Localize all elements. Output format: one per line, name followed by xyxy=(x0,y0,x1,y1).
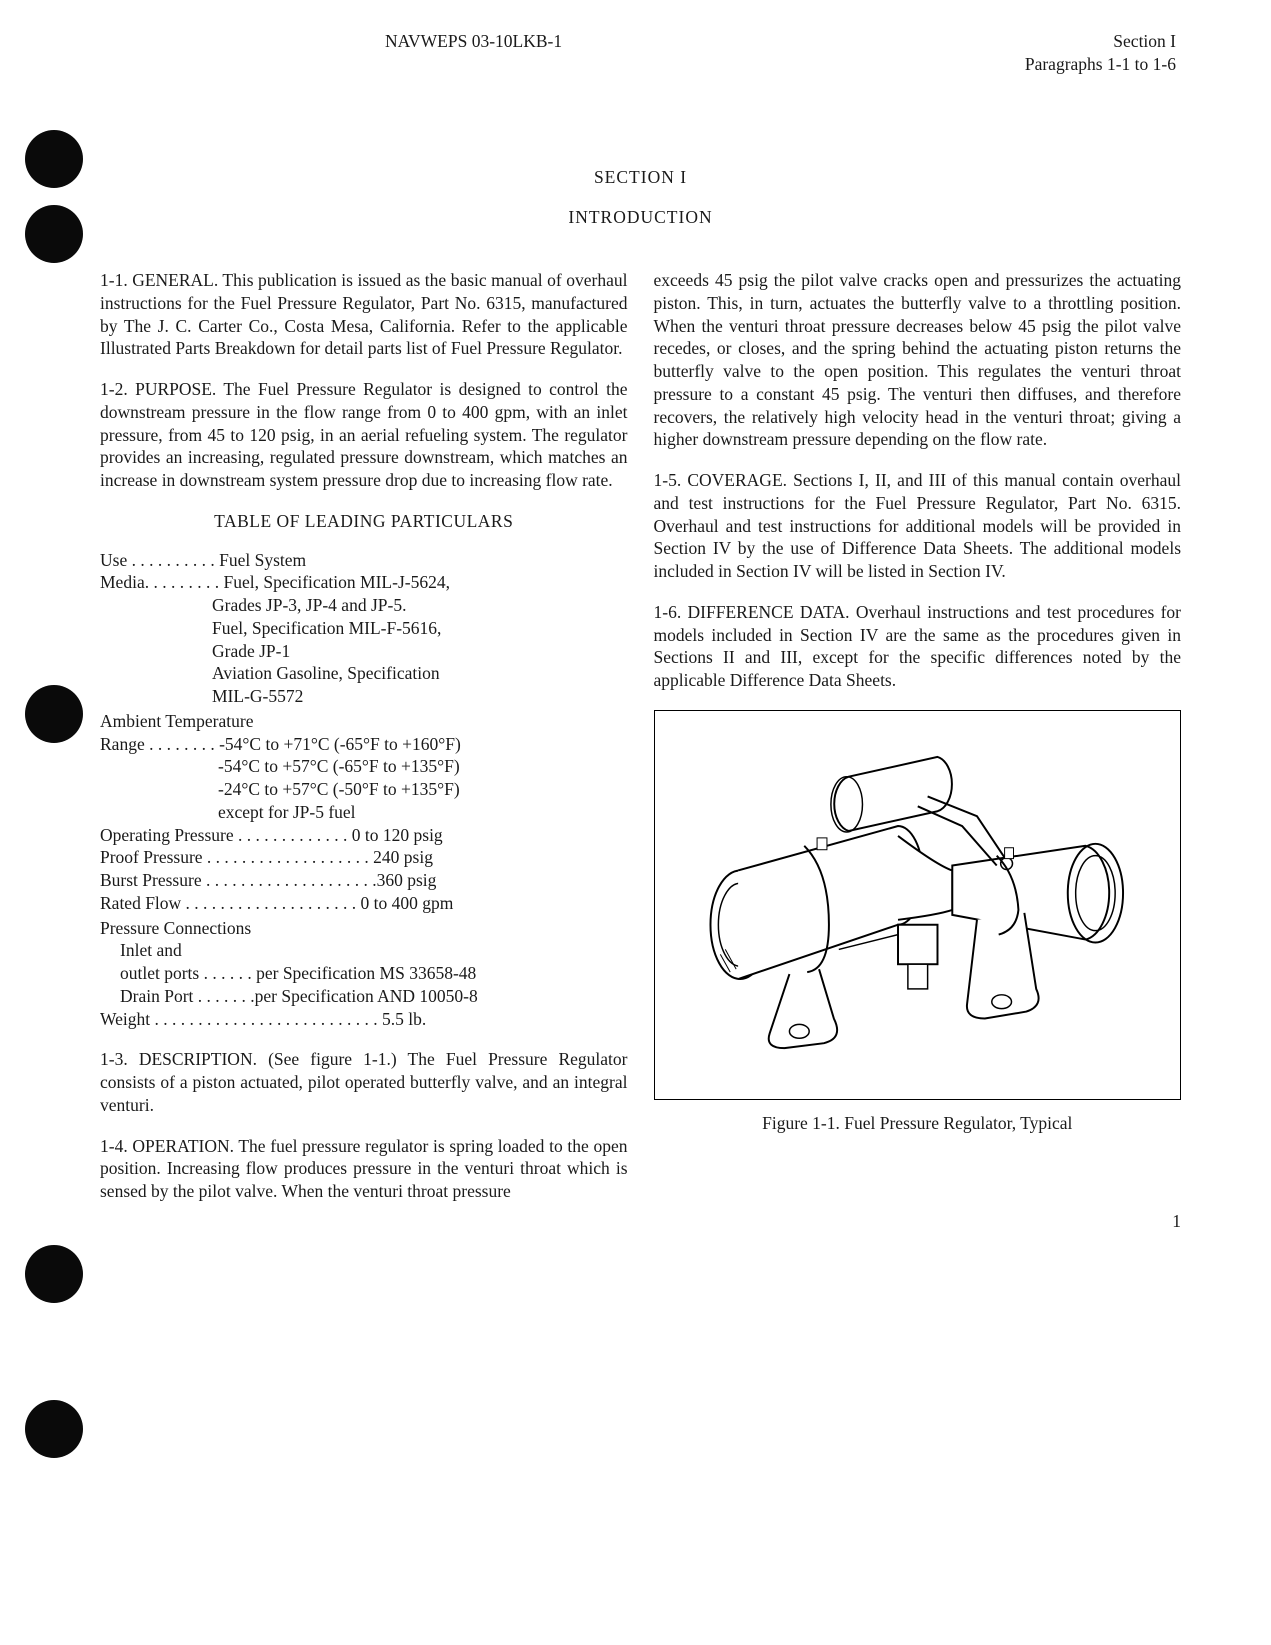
spec-use: Use . . . . . . . . . . Fuel System xyxy=(100,549,628,572)
spec-media-line4: Grade JP-1 xyxy=(100,640,628,663)
spec-burst: Burst Pressure . . . . . . . . . . . . .… xyxy=(100,869,628,892)
spec-ambient-label: Ambient Temperature xyxy=(100,710,628,733)
header-publication: NAVWEPS 03-10LKB-1 xyxy=(385,30,562,76)
binder-hole xyxy=(25,1400,83,1458)
spec-range-label: Range xyxy=(100,734,145,754)
spec-range-line2: -54°C to +57°C (-65°F to +135°F) xyxy=(100,755,628,778)
content-columns: 1-1. GENERAL. This publication is issued… xyxy=(100,269,1181,1203)
spec-media-label: Media xyxy=(100,572,145,592)
spec-range: Range . . . . . . . . -54°C to +71°C (-6… xyxy=(100,733,628,756)
spec-inlet-label: Inlet and xyxy=(100,939,628,962)
spec-use-label: Use xyxy=(100,550,127,570)
header-para-range: Paragraphs 1-1 to 1-6 xyxy=(1025,53,1176,76)
page-header: NAVWEPS 03-10LKB-1 Section I Paragraphs … xyxy=(100,30,1181,76)
spec-outlet: outlet ports . . . . . . per Specificati… xyxy=(100,962,628,985)
spec-proof: Proof Pressure . . . . . . . . . . . . .… xyxy=(100,846,628,869)
paragraph-1-5: 1-5. COVERAGE. Sections I, II, and III o… xyxy=(654,469,1182,583)
left-column: 1-1. GENERAL. This publication is issued… xyxy=(100,269,628,1203)
page-number: 1 xyxy=(1172,1210,1181,1233)
paragraph-1-1: 1-1. GENERAL. This publication is issued… xyxy=(100,269,628,360)
spec-media-line1: Fuel, Specification MIL-J-5624, xyxy=(223,572,449,592)
spec-operating: Operating Pressure . . . . . . . . . . .… xyxy=(100,824,628,847)
binder-hole xyxy=(25,130,83,188)
spec-drain: Drain Port . . . . . . .per Specificatio… xyxy=(100,985,628,1008)
spec-media-line3: Fuel, Specification MIL-F-5616, xyxy=(100,617,628,640)
paragraph-1-4-continued: exceeds 45 psig the pilot valve cracks o… xyxy=(654,269,1182,451)
spec-media-line6: MIL-G-5572 xyxy=(100,685,628,708)
figure-1-1-box xyxy=(654,710,1182,1100)
spec-rated: Rated Flow . . . . . . . . . . . . . . .… xyxy=(100,892,628,915)
intro-title: INTRODUCTION xyxy=(100,206,1181,229)
paragraph-1-4: 1-4. OPERATION. The fuel pressure regula… xyxy=(100,1135,628,1203)
spec-connections-label: Pressure Connections xyxy=(100,917,628,940)
right-column: exceeds 45 psig the pilot valve cracks o… xyxy=(654,269,1182,1203)
header-section: Section I xyxy=(1025,30,1176,53)
spec-media-line5: Aviation Gasoline, Specification xyxy=(100,662,628,685)
paragraph-1-2: 1-2. PURPOSE. The Fuel Pressure Regulato… xyxy=(100,378,628,492)
section-title: SECTION I xyxy=(100,166,1181,189)
spec-range-line1: -54°C to +71°C (-65°F to +160°F) xyxy=(219,734,461,754)
spec-media-line2: Grades JP-3, JP-4 and JP-5. xyxy=(100,594,628,617)
header-section-block: Section I Paragraphs 1-1 to 1-6 xyxy=(1025,30,1176,76)
spec-media: Media. . . . . . . . . Fuel, Specificati… xyxy=(100,571,628,594)
specs-table: Use . . . . . . . . . . Fuel System Medi… xyxy=(100,549,628,1031)
binder-hole xyxy=(25,205,83,263)
spec-weight: Weight . . . . . . . . . . . . . . . . .… xyxy=(100,1008,628,1031)
particulars-title: TABLE OF LEADING PARTICULARS xyxy=(100,510,628,533)
spec-range-line3: -24°C to +57°C (-50°F to +135°F) xyxy=(100,778,628,801)
spec-use-value: Fuel System xyxy=(219,550,306,570)
binder-hole xyxy=(25,685,83,743)
figure-regulator-illustration xyxy=(671,727,1165,1083)
paragraph-1-6: 1-6. DIFFERENCE DATA. Overhaul instructi… xyxy=(654,601,1182,692)
paragraph-1-3: 1-3. DESCRIPTION. (See figure 1-1.) The … xyxy=(100,1048,628,1116)
figure-caption: Figure 1-1. Fuel Pressure Regulator, Typ… xyxy=(654,1112,1182,1135)
spec-range-line4: except for JP-5 fuel xyxy=(100,801,628,824)
binder-hole xyxy=(25,1245,83,1303)
